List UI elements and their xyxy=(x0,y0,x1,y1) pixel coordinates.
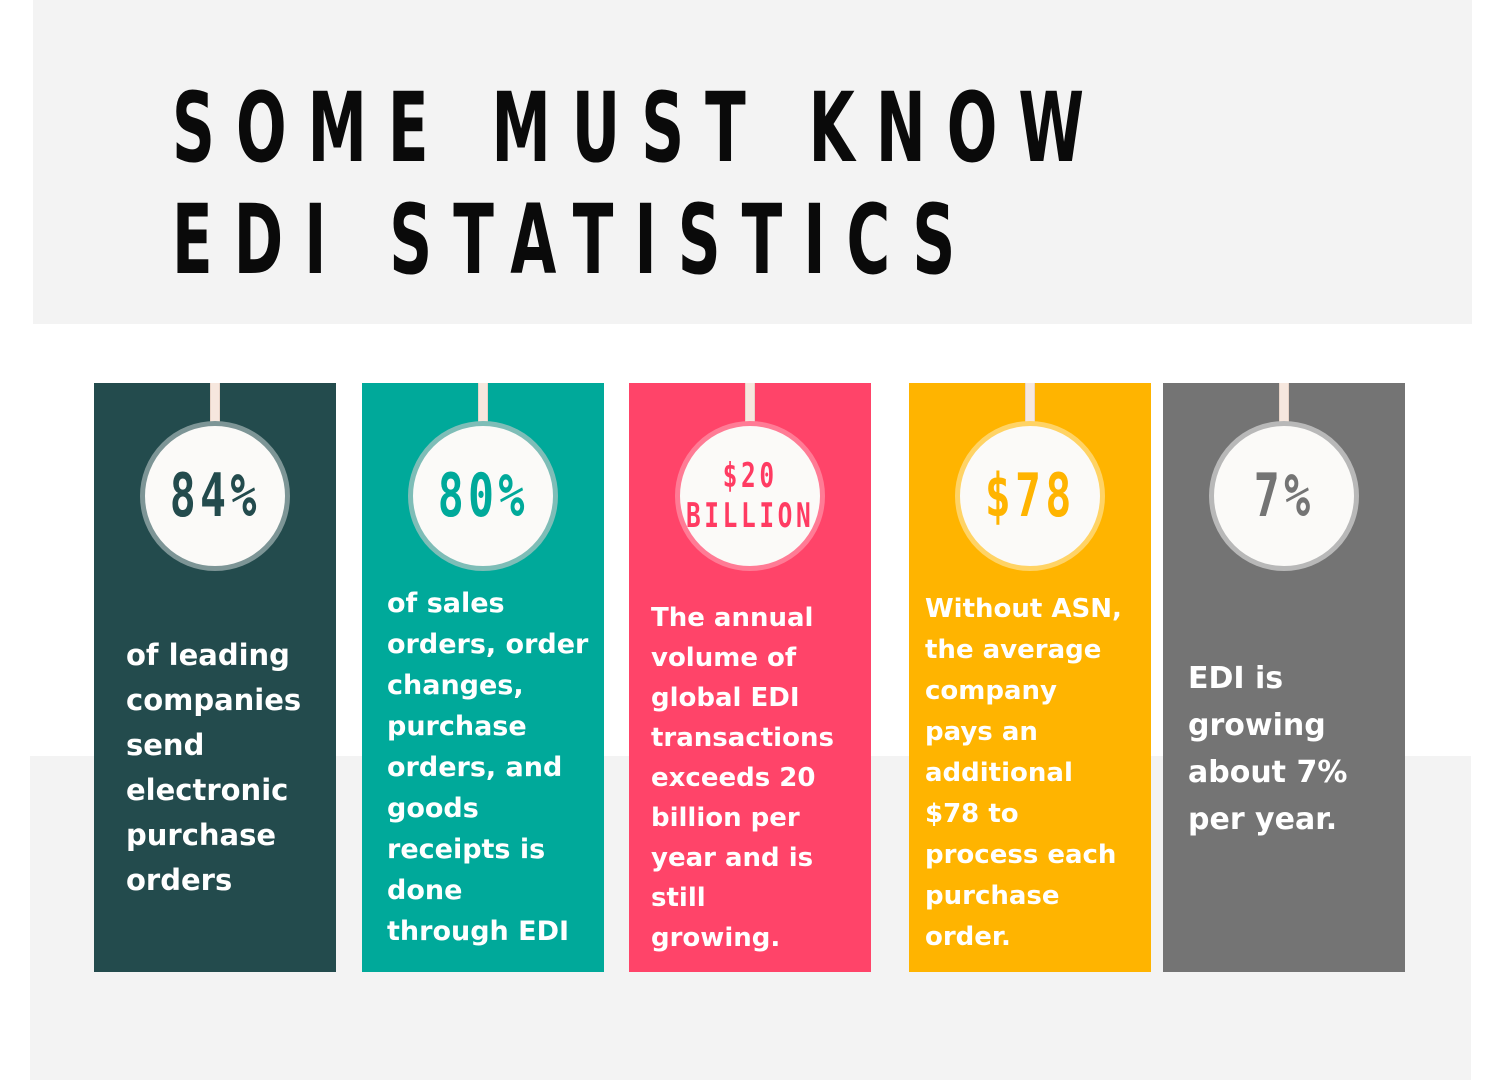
description-line: additional xyxy=(925,758,1073,788)
description-line: process each xyxy=(925,840,1117,870)
description-line: pays an xyxy=(925,717,1038,747)
stat-card-20-billion: $20 BILLION The annual volume of global … xyxy=(629,383,871,972)
description-line: purchase xyxy=(925,881,1060,911)
tag-string xyxy=(478,383,488,428)
page-title: SOME MUST KNOW EDI STATISTICS xyxy=(172,72,1105,296)
stat-value: 7% xyxy=(1253,461,1315,531)
description-line: year and is xyxy=(651,843,814,873)
description-line: orders, and xyxy=(387,752,563,783)
stat-card-80-percent: 80% of sales orders, order changes, purc… xyxy=(362,383,604,972)
stat-tag-circle: 7% xyxy=(1209,421,1359,571)
stat-value-line-1: $20 xyxy=(722,456,778,496)
description-line: volume of xyxy=(651,643,797,673)
description-line: companies xyxy=(126,683,302,717)
tag-string xyxy=(210,383,220,428)
stat-value: 80% xyxy=(437,461,529,531)
stat-value-line-2: BILLION xyxy=(685,496,815,536)
description-line: electronic xyxy=(126,773,289,807)
stat-description: of leading companies send electronic pur… xyxy=(126,633,336,903)
stat-tag-circle: 84% xyxy=(140,421,290,571)
description-line: per year. xyxy=(1188,802,1338,837)
description-line: purchase xyxy=(126,818,277,852)
description-line: transactions xyxy=(651,723,834,753)
stat-description: Without ASN, the average company pays an… xyxy=(925,589,1151,958)
description-line: EDI is xyxy=(1188,661,1284,696)
stat-tag-circle: $78 xyxy=(955,421,1105,571)
stat-description: of sales orders, order changes, purchase… xyxy=(387,583,604,952)
description-line: billion per xyxy=(651,803,800,833)
description-line: changes, xyxy=(387,670,524,701)
description-line: orders xyxy=(126,863,233,897)
stat-card-7-percent: 7% EDI is growing about 7% per year. xyxy=(1163,383,1405,972)
description-line: The annual xyxy=(651,603,814,633)
description-line: still xyxy=(651,883,706,913)
description-line: send xyxy=(126,728,205,762)
description-line: goods xyxy=(387,793,479,824)
description-line: orders, order xyxy=(387,629,589,660)
description-line: order. xyxy=(925,922,1011,952)
title-line-1: SOME MUST KNOW xyxy=(172,72,1106,184)
description-line: company xyxy=(925,676,1057,706)
description-line: receipts is xyxy=(387,834,546,865)
tag-string xyxy=(1279,383,1289,428)
description-line: the average xyxy=(925,635,1102,665)
description-line: of sales xyxy=(387,588,505,619)
description-line: Without ASN, xyxy=(925,594,1122,624)
header-background xyxy=(33,0,1472,324)
stat-value: 84% xyxy=(169,461,261,531)
description-line: growing. xyxy=(651,923,781,953)
description-line: $78 to xyxy=(925,799,1019,829)
stat-card-84-percent: 84% of leading companies send electronic… xyxy=(94,383,336,972)
stat-value: $78 xyxy=(984,461,1076,531)
description-line: growing xyxy=(1188,708,1326,743)
stat-tag-circle: $20 BILLION xyxy=(675,421,825,571)
description-line: purchase xyxy=(387,711,527,742)
description-line: through EDI xyxy=(387,916,570,947)
stat-description: The annual volume of global EDI transact… xyxy=(651,598,871,958)
description-line: global EDI xyxy=(651,683,800,713)
tag-string xyxy=(1025,383,1035,428)
title-line-2: EDI STATISTICS xyxy=(172,184,977,296)
tag-string xyxy=(745,383,755,428)
stat-value: $20 BILLION xyxy=(686,456,814,536)
stat-tag-circle: 80% xyxy=(408,421,558,571)
description-line: about 7% xyxy=(1188,755,1348,790)
description-line: exceeds 20 xyxy=(651,763,816,793)
stat-card-78-dollars: $78 Without ASN, the average company pay… xyxy=(909,383,1151,972)
description-line: done xyxy=(387,875,463,906)
stat-description: EDI is growing about 7% per year. xyxy=(1188,655,1405,843)
description-line: of leading xyxy=(126,638,290,672)
